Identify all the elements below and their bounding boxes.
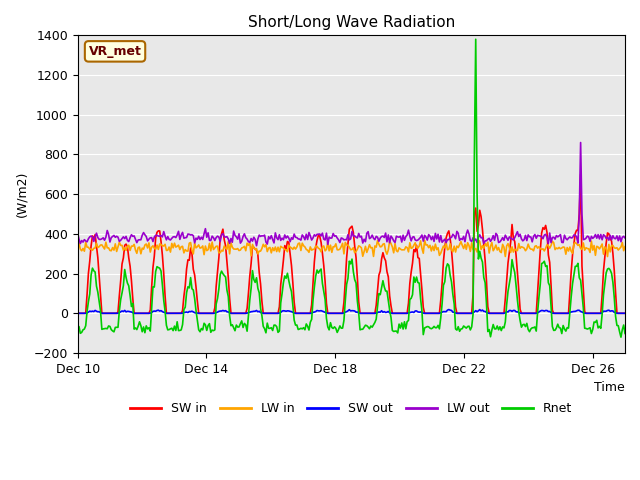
Rnet bbox=[621, 331, 629, 336]
LW out bbox=[568, 235, 575, 241]
Line: LW out: LW out bbox=[77, 143, 625, 246]
SW out bbox=[257, 310, 264, 315]
LW out bbox=[621, 235, 629, 241]
SW out bbox=[445, 307, 452, 312]
Line: Rnet: Rnet bbox=[77, 39, 625, 337]
LW in bbox=[604, 253, 611, 259]
LW out bbox=[238, 238, 246, 244]
LW out bbox=[74, 230, 81, 236]
SW out bbox=[460, 311, 467, 316]
LW in bbox=[475, 237, 483, 243]
SW in bbox=[566, 290, 573, 296]
X-axis label: Time: Time bbox=[595, 381, 625, 394]
Rnet bbox=[472, 36, 479, 42]
Rnet bbox=[74, 326, 81, 332]
SW in bbox=[74, 311, 81, 316]
LW in bbox=[238, 245, 246, 251]
LW out bbox=[258, 233, 266, 239]
Rnet bbox=[568, 294, 575, 300]
LW in bbox=[74, 245, 81, 251]
SW in bbox=[378, 256, 385, 262]
SW in bbox=[238, 311, 246, 316]
SW in bbox=[458, 311, 466, 316]
Y-axis label: (W/m2): (W/m2) bbox=[15, 171, 28, 217]
SW out bbox=[568, 309, 575, 315]
LW in bbox=[476, 239, 484, 244]
SW in bbox=[257, 281, 264, 287]
LW in bbox=[568, 248, 575, 254]
LW in bbox=[378, 244, 385, 250]
Text: VR_met: VR_met bbox=[88, 45, 141, 58]
Rnet bbox=[257, 305, 264, 311]
Rnet bbox=[238, 318, 246, 324]
SW out bbox=[476, 307, 484, 312]
Line: LW in: LW in bbox=[77, 240, 625, 256]
Rnet bbox=[476, 249, 484, 254]
Line: SW out: SW out bbox=[77, 310, 625, 313]
LW out bbox=[253, 243, 260, 249]
SW out bbox=[238, 311, 246, 316]
LW in bbox=[621, 244, 629, 250]
Line: SW in: SW in bbox=[77, 174, 625, 313]
LW out bbox=[460, 233, 467, 239]
LW in bbox=[458, 242, 466, 248]
Title: Short/Long Wave Radiation: Short/Long Wave Radiation bbox=[248, 15, 455, 30]
SW in bbox=[577, 171, 584, 177]
LW out bbox=[577, 140, 584, 145]
Legend: SW in, LW in, SW out, LW out, Rnet: SW in, LW in, SW out, LW out, Rnet bbox=[125, 397, 577, 420]
Rnet bbox=[378, 285, 385, 291]
Rnet bbox=[617, 334, 625, 340]
Rnet bbox=[458, 326, 466, 332]
LW out bbox=[379, 233, 387, 239]
LW in bbox=[257, 248, 264, 254]
SW in bbox=[621, 311, 629, 316]
SW out bbox=[74, 311, 81, 316]
SW out bbox=[621, 311, 629, 316]
LW out bbox=[476, 232, 484, 238]
SW in bbox=[475, 222, 483, 228]
SW out bbox=[378, 308, 385, 313]
